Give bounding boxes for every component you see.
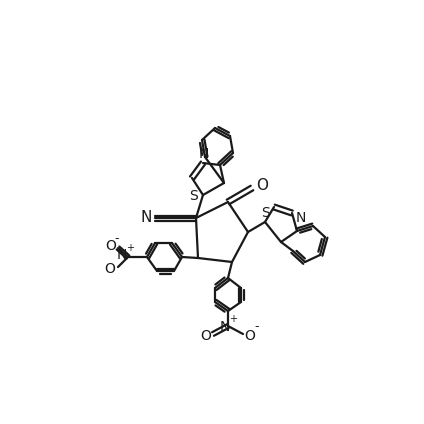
- Text: N: N: [220, 320, 230, 334]
- Text: O: O: [245, 329, 255, 343]
- Text: O: O: [256, 178, 268, 192]
- Text: S: S: [190, 189, 198, 203]
- Text: O: O: [201, 329, 212, 343]
- Text: N: N: [199, 147, 209, 161]
- Text: +: +: [126, 243, 134, 253]
- Text: O: O: [105, 262, 115, 276]
- Text: N: N: [296, 211, 306, 225]
- Text: N: N: [140, 210, 152, 226]
- Text: N: N: [117, 248, 127, 262]
- Text: -: -: [255, 321, 259, 334]
- Text: -: -: [115, 232, 119, 245]
- Text: O: O: [106, 239, 117, 253]
- Text: S: S: [262, 206, 271, 220]
- Text: +: +: [229, 314, 237, 324]
